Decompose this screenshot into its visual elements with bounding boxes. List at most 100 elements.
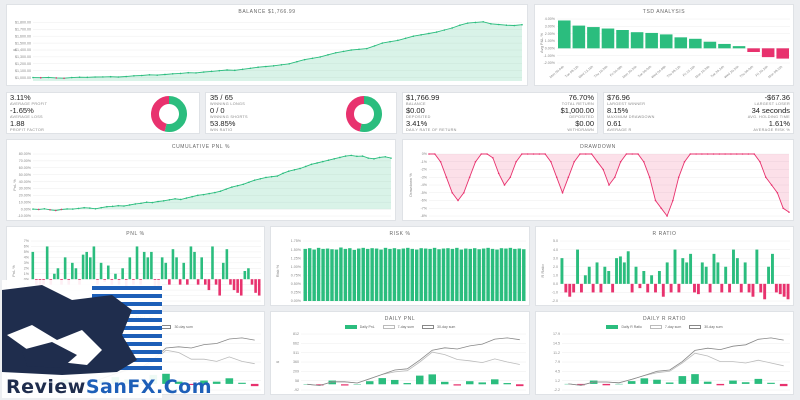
balance-point: [404, 37, 407, 40]
balance-point: [156, 74, 158, 76]
drawdown-point: [706, 153, 709, 155]
legend-item[interactable]: 7-day sum: [649, 325, 681, 329]
pnl-bar: [247, 268, 250, 280]
pnl-bar: [257, 279, 261, 296]
stat-value: 0.61: [607, 119, 622, 128]
pnl-bar: [200, 257, 203, 280]
pnl-bar: [189, 246, 193, 280]
balance-title: BALANCE $1,766.99: [238, 9, 296, 15]
tick-label: -4%: [421, 183, 428, 187]
drawdown-point: [759, 160, 761, 163]
cumulative-point: [287, 170, 290, 173]
tsd-category-label: Wed 12-16h: [578, 65, 594, 80]
pnl-bar: [211, 246, 214, 280]
legend-item[interactable]: Daily PnL: [344, 325, 375, 329]
drawdown-point: [550, 160, 552, 163]
stat-label: Deposited: [569, 115, 594, 119]
balance-point: [71, 76, 73, 79]
drawdown-point: [776, 191, 779, 194]
win-ratio-slice: [359, 96, 382, 132]
cumulative-point: [225, 188, 228, 190]
drawdown-point: [788, 211, 790, 213]
tick-label: 0.00%: [291, 299, 302, 303]
risk-bar: [441, 248, 446, 301]
daily-pnl-bar: [416, 375, 424, 385]
tick-label: -1.00%: [544, 54, 556, 58]
r-ratio-bar: [704, 266, 708, 284]
pnl-bar: [218, 279, 221, 296]
tick-label: 70.00%: [19, 159, 32, 163]
daily-r-ratio-bar: [665, 382, 674, 384]
cumulative-point: [66, 208, 68, 210]
stat-label: Avg. holding time: [747, 115, 790, 119]
drawdown-point: [532, 153, 535, 155]
tick-label: 1.50%: [291, 248, 302, 252]
daily-pnl-bar: [453, 384, 461, 386]
cumulative-point: [191, 195, 193, 198]
stat-value: 3.41%: [406, 119, 428, 128]
stat-value: $1,766.99: [406, 93, 440, 102]
tick-label: 2.00%: [545, 32, 556, 36]
pnl-bar: [168, 279, 171, 285]
drawdown-point: [701, 153, 703, 155]
legend-item[interactable]: 30-day sum: [689, 325, 723, 329]
tick-label: 4.0: [553, 248, 558, 252]
legend-item[interactable]: 30-day sum: [422, 325, 455, 329]
stat-label: Maximum drawdown: [607, 115, 655, 119]
stats-card-2: 35 / 65 Winning longs 0 / 0 Winning shorts…: [205, 92, 397, 134]
tsd-category-label: Mon 00-04h: [549, 65, 565, 79]
tick-label: 0.75%: [291, 273, 302, 277]
balance-point: [109, 75, 112, 78]
pnl-bar: [121, 268, 124, 280]
balance-point: [435, 31, 438, 33]
r-ratio-bar: [743, 262, 747, 284]
drawdown-point: [712, 153, 715, 155]
stat-label: Largest winner: [607, 102, 646, 106]
r-ratio-bar: [564, 283, 568, 293]
balance-chart: $1,000.00 $1,100.00 $1,200.00 $1,300.00 $1,4…: [12, 21, 523, 81]
r-ratio-bar: [728, 283, 732, 293]
cumulative-point: [37, 208, 40, 211]
pnl-bar: [53, 273, 56, 280]
balance-point: [133, 75, 135, 77]
cumulative-point: [231, 186, 233, 188]
stat-label: Deposited: [406, 115, 431, 119]
tsd-bar: [732, 46, 746, 49]
balance-point: [459, 24, 461, 27]
tsd-bar: [572, 25, 586, 49]
tick-label: -92: [294, 388, 299, 392]
cumulative-point: [293, 169, 296, 171]
cumulative-point: [361, 155, 364, 157]
daily-pnl-bar: [428, 374, 436, 385]
stat-value: $0.00: [575, 119, 594, 128]
tick-label: 1.00%: [291, 265, 302, 269]
drawdown-point: [747, 153, 750, 155]
tsd-bar: [776, 48, 789, 59]
stat-value: 35 / 65: [210, 93, 233, 102]
stat-largest-winner: $76.96 Largest winner: [607, 94, 645, 107]
r-ratio-bar: [786, 283, 790, 300]
cumulative-point: [248, 181, 250, 184]
drawdown-point: [439, 160, 442, 163]
tick-label: 1.00%: [545, 39, 556, 43]
legend-item[interactable]: Daily R Ratio: [606, 325, 642, 329]
stat-value: $1,000.00: [560, 106, 594, 115]
legend-item[interactable]: 7-day sum: [382, 325, 414, 329]
drawdown-point: [770, 184, 773, 186]
pnl-bar: [63, 257, 67, 280]
tick-label: $1,000.00: [15, 76, 31, 80]
stat-value: $76.96: [607, 93, 630, 102]
r-ratio-bar: [665, 262, 669, 284]
tick-label: 0.0: [553, 282, 558, 286]
balance-point: [226, 69, 228, 71]
cumulative-point: [327, 159, 330, 161]
risk-bar: [504, 248, 508, 301]
tsd-bar: [718, 43, 731, 49]
balance-point: [358, 48, 360, 51]
drawdown-point: [637, 153, 639, 155]
tick-label: 4%: [24, 256, 30, 260]
drawdown-point: [584, 153, 587, 155]
r-ratio-bar: [778, 283, 782, 295]
risk-bar: [513, 248, 517, 301]
axis-label: R Ratio: [540, 264, 545, 278]
